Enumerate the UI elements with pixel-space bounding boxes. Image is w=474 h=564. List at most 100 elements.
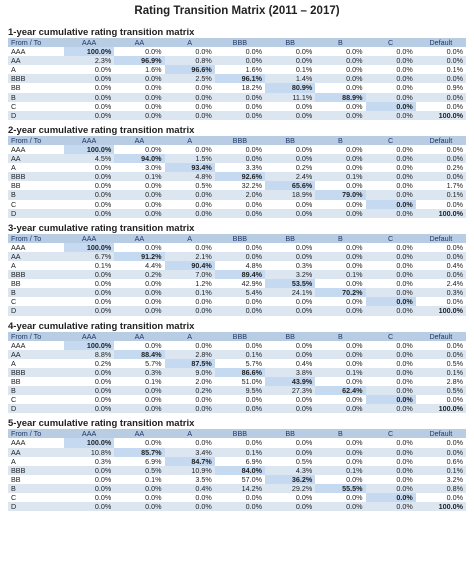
column-header: BBB	[214, 233, 265, 243]
matrix-cell: 0.0%	[265, 56, 316, 66]
matrix-cell: 0.0%	[396, 242, 413, 252]
matrix-cell: 0.0%	[346, 340, 363, 350]
matrix-cell: 0.0%	[164, 190, 215, 200]
matrix-cell: 0.0%	[245, 47, 262, 57]
matrix-cell: 0.0%	[365, 56, 416, 66]
matrix-cell: 88.4%	[114, 349, 165, 359]
column-header: AA	[114, 429, 165, 439]
column-header: BB	[265, 429, 316, 439]
matrix-cell: 0.5%	[446, 358, 463, 368]
matrix-cell: 0.0%	[114, 92, 165, 102]
table-row: BB 0.0% 0.1% 2.0% 51.0% 43.9% 0.0% 0.0% 2.8%	[8, 377, 466, 387]
matrix-cell: 84.7%	[164, 456, 215, 466]
table-row: C 0.0% 0.0% 0.0% 0.0% 0.0% 0.0% 0.0% 0.0%	[8, 297, 466, 307]
matrix-cell: 100.0%	[64, 47, 115, 57]
matrix-cell: 0.0%	[64, 190, 115, 200]
matrix-cell: 0.0%	[346, 144, 363, 154]
matrix-cell: 3.3%	[245, 163, 262, 173]
matrix-cell: 1.6%	[245, 65, 262, 75]
table-row: AA 4.5% 94.0% 1.5% 0.0% 0.0% 0.0% 0.0% 0.0%	[8, 154, 466, 164]
matrix-cell: 0.0%	[114, 74, 165, 84]
matrix-cell: 0.1%	[94, 260, 112, 270]
column-header: From / To	[8, 135, 64, 145]
matrix-cell: 1.2%	[195, 279, 212, 289]
matrix-cell: 2.3%	[64, 56, 115, 66]
matrix-cell: 0.0%	[94, 474, 112, 484]
matrix-cell: 0.5%	[114, 465, 165, 475]
matrix-cell: 0.3%	[415, 288, 466, 298]
matrix-cell: 0.0%	[446, 47, 463, 57]
row-label: C	[11, 297, 17, 307]
matrix-cell: 100.0%	[415, 306, 466, 316]
matrix-cell: 0.0%	[365, 395, 416, 405]
matrix-cell: 0.1%	[315, 270, 366, 280]
row-label: AA	[8, 447, 64, 457]
matrix-cell: 70.2%	[315, 288, 366, 298]
matrix-cell: 0.0%	[195, 438, 212, 448]
matrix-cell: 0.0%	[315, 74, 366, 84]
matrix-cell: 0.0%	[265, 110, 316, 120]
matrix-cell: 0.0%	[346, 260, 363, 270]
matrix-cell: 0.0%	[365, 483, 416, 494]
matrix-cell: 5.4%	[214, 288, 265, 298]
matrix-cell: 0.0%	[346, 279, 363, 289]
matrix-cell: 0.0%	[94, 297, 112, 307]
matrix-cell: 0.0%	[145, 395, 162, 405]
table-row: BBB 0.0% 0.0% 2.5% 96.1% 1.4% 0.0% 0.0% 0.0%	[8, 74, 466, 84]
matrix-cell: 0.0%	[295, 297, 313, 307]
matrix-sections: 1-year cumulative rating transition matr…	[8, 27, 466, 512]
matrix-cell: 0.0%	[195, 395, 212, 405]
table-row: BBB 0.0% 0.1% 4.8% 92.6% 2.4% 0.1% 0.0% 0.0%	[8, 172, 466, 182]
matrix-cell: 0.0%	[396, 144, 413, 154]
matrix-cell: 0.1%	[214, 349, 265, 359]
matrix-cell: 0.0%	[365, 208, 416, 218]
table-row: B 0.0% 0.0% 0.0% 2.0% 18.9% 79.0% 0.0% 0.1%	[8, 190, 466, 200]
matrix-cell: 0.0%	[415, 154, 466, 164]
matrix-cell: 0.4%	[295, 358, 313, 368]
matrix-section: 4-year cumulative rating transition matr…	[8, 321, 466, 414]
matrix-cell: 0.0%	[315, 447, 366, 457]
table-row: BB 0.0% 0.0% 1.2% 42.9% 53.5% 0.0% 0.0% 2.4%	[8, 279, 466, 289]
matrix-cell: 0.2%	[295, 163, 313, 173]
matrix-cell: 18.2%	[241, 83, 262, 93]
table-row: B 0.0% 0.0% 0.4% 14.2% 29.2% 55.5% 0.0% 0.8%	[8, 483, 466, 494]
row-label: BB	[11, 377, 21, 386]
column-header: Default	[415, 429, 466, 439]
matrix-cell: 2.0%	[214, 190, 265, 200]
column-header: B	[315, 331, 366, 341]
matrix-cell: 51.0%	[241, 377, 262, 386]
matrix-cell: 0.0%	[195, 297, 212, 307]
matrix-cell: 0.0%	[346, 101, 363, 111]
column-header: From / To	[8, 38, 64, 48]
matrix-cell: 0.8%	[415, 483, 466, 494]
matrix-cell: 0.0%	[245, 395, 262, 405]
matrix-cell: 0.0%	[315, 208, 366, 218]
column-header: B	[315, 135, 366, 145]
table-row: AA 10.8% 85.7% 3.4% 0.1% 0.0% 0.0% 0.0% 0.0%	[8, 447, 466, 457]
matrix-cell: 0.0%	[164, 502, 215, 512]
matrix-cell: 0.1%	[315, 465, 366, 475]
section-title: 5-year cumulative rating transition matr…	[8, 418, 195, 430]
matrix-cell: 0.0%	[415, 349, 466, 359]
section-title: 4-year cumulative rating transition matr…	[8, 320, 195, 332]
matrix-cell: 0.0%	[365, 297, 416, 307]
matrix-cell: 0.0%	[64, 172, 115, 182]
matrix-cell: 3.2%	[265, 270, 316, 280]
matrix-cell: 79.0%	[315, 190, 366, 200]
matrix-cell: 3.0%	[145, 163, 162, 173]
matrix-cell: 1.4%	[265, 74, 316, 84]
matrix-cell: 0.0%	[346, 438, 363, 448]
matrix-cell: 43.9%	[265, 377, 316, 387]
matrix-cell: 0.0%	[446, 493, 463, 503]
matrix-cell: 0.0%	[415, 92, 466, 102]
matrix-cell: 0.0%	[446, 340, 463, 350]
matrix-cell: 9.5%	[214, 386, 265, 396]
matrix-cell: 0.0%	[195, 83, 212, 93]
matrix-cell: 2.1%	[164, 251, 215, 261]
matrix-cell: 86.6%	[214, 367, 265, 377]
column-header: BB	[265, 233, 316, 243]
matrix-cell: 0.0%	[164, 404, 215, 414]
matrix-cell: 100.0%	[415, 502, 466, 512]
matrix-cell: 2.5%	[164, 74, 215, 84]
column-header: From / To	[8, 429, 64, 439]
